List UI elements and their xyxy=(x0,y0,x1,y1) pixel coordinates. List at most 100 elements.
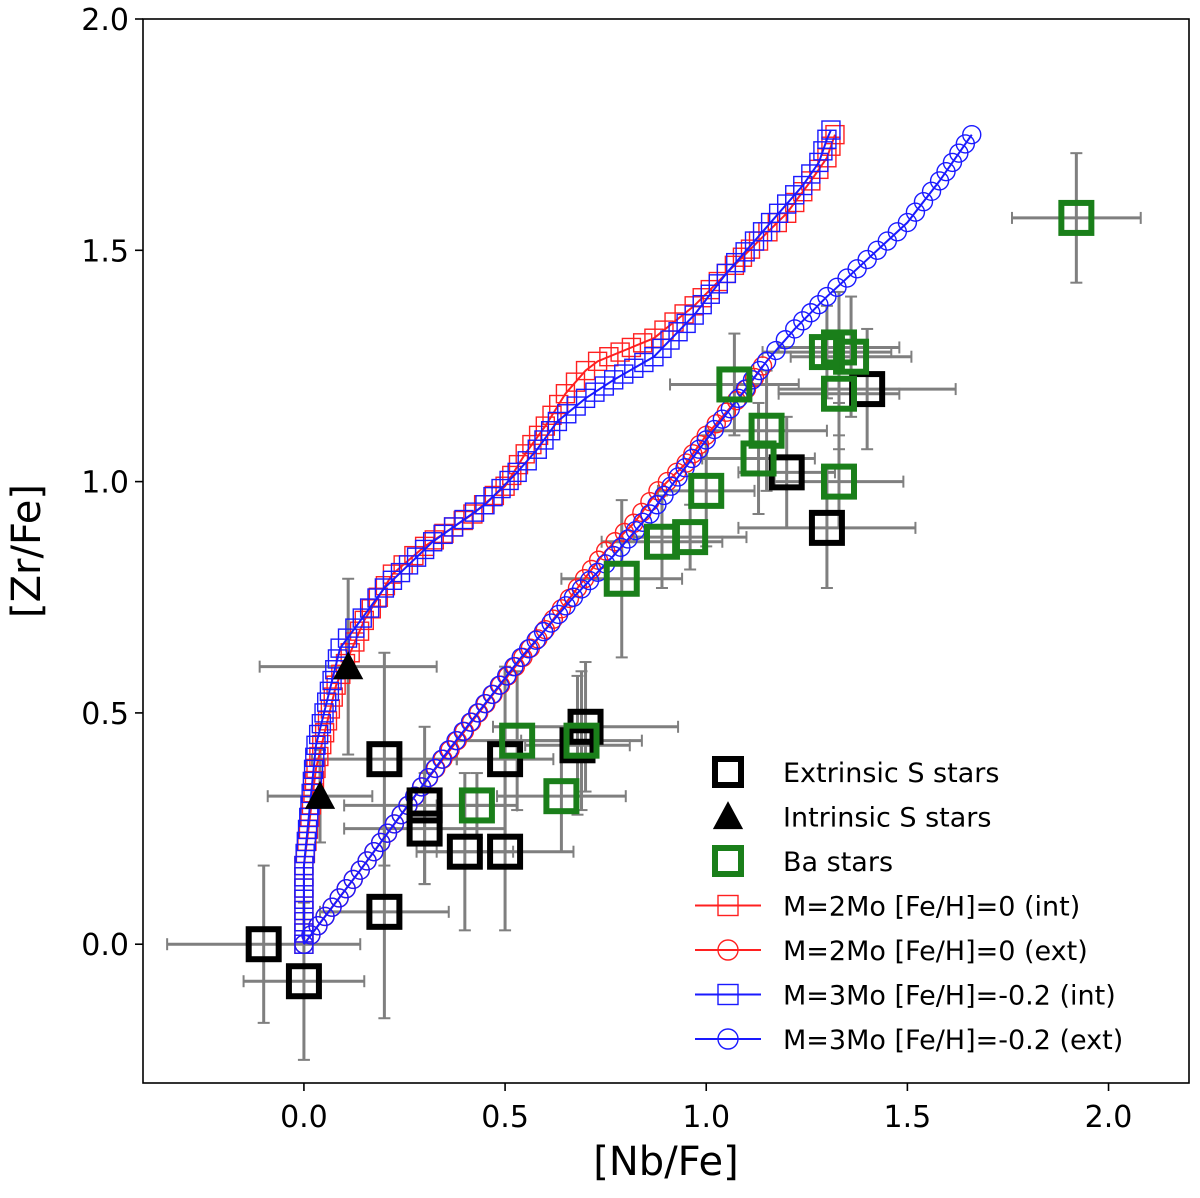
model-marker xyxy=(913,192,934,212)
extrinsic-s-star-marker xyxy=(406,787,443,824)
legend-marker xyxy=(712,845,744,877)
model-marker xyxy=(905,202,926,222)
model-marker xyxy=(555,384,576,404)
ba-star-marker xyxy=(748,412,785,449)
extrinsic-s-star-marker xyxy=(285,963,322,1000)
model-marker xyxy=(294,867,314,887)
extrinsic-s-star-marker xyxy=(366,893,403,930)
model-marker xyxy=(604,370,624,390)
legend-marker xyxy=(712,756,744,788)
intrinsic-s-star-marker xyxy=(333,651,364,680)
x-tick-label: 0.5 xyxy=(481,1100,529,1135)
model-marker xyxy=(684,305,704,325)
model-marker xyxy=(624,358,644,378)
model-marker xyxy=(443,517,464,537)
x-tick-label: 1.0 xyxy=(682,1100,730,1135)
model-marker xyxy=(962,124,982,145)
ba-star-marker xyxy=(1058,199,1095,236)
model-marker xyxy=(793,311,813,331)
model-marker xyxy=(801,303,821,323)
model-marker xyxy=(374,578,395,598)
model-marker xyxy=(398,555,419,575)
ba-star-marker xyxy=(716,366,753,403)
legend-marker xyxy=(717,1028,739,1050)
star-markers xyxy=(245,199,1095,1000)
extrinsic-s-star-marker xyxy=(406,810,443,847)
model-marker xyxy=(311,714,332,734)
model-marker xyxy=(610,342,630,362)
model-marker xyxy=(700,284,720,304)
model-marker xyxy=(306,735,326,755)
model-marker xyxy=(565,372,586,392)
model-marker xyxy=(825,124,845,145)
legend-label: Ba stars xyxy=(783,847,893,878)
extrinsic-s-star-marker xyxy=(446,833,483,870)
model-marker xyxy=(785,319,805,339)
model-marker xyxy=(809,294,829,315)
model-marker xyxy=(634,352,654,373)
ba-star-marker xyxy=(833,338,870,375)
model-marker xyxy=(306,758,326,779)
legend-label: Extrinsic S stars xyxy=(783,758,999,789)
model-marker xyxy=(491,478,511,499)
model-marker xyxy=(359,598,380,618)
model-marker xyxy=(330,638,350,658)
model-marker xyxy=(897,212,918,233)
legend: Extrinsic S stars Intrinsic S stars Ba sta… xyxy=(695,756,1123,1056)
x-tick-label: 1.5 xyxy=(884,1100,932,1135)
x-tick-label: 2.0 xyxy=(1085,1100,1133,1135)
model-marker xyxy=(314,703,334,723)
y-tick-label: 1.0 xyxy=(81,466,129,501)
legend-marker xyxy=(717,939,739,961)
model-marker xyxy=(317,692,337,712)
model-marker xyxy=(499,470,519,491)
model-marker xyxy=(367,588,387,608)
plot-frame xyxy=(142,18,1190,1084)
ba-star-marker xyxy=(688,472,725,509)
model-marker xyxy=(793,175,813,196)
model-marker xyxy=(543,609,564,629)
model-marker xyxy=(382,570,403,590)
model-marker xyxy=(294,900,314,921)
model-marker xyxy=(502,465,522,486)
model-marker xyxy=(302,771,323,792)
model-marker xyxy=(309,746,329,767)
model-marker xyxy=(414,539,435,560)
y-tick-label: 2.0 xyxy=(81,3,129,38)
model-marker xyxy=(294,912,314,932)
ba-star-marker xyxy=(672,519,709,556)
model-marker xyxy=(692,294,712,315)
model-marker xyxy=(704,419,724,440)
x-axis-title: [Nb/Fe] xyxy=(593,1139,738,1185)
model-marker xyxy=(632,333,653,353)
model-marker xyxy=(495,476,515,496)
extrinsic-s-star-marker xyxy=(366,741,403,778)
ba-star-marker xyxy=(820,375,857,412)
y-tick-label: 1.5 xyxy=(81,234,129,269)
model-marker xyxy=(322,670,342,691)
legend-label: Intrinsic S stars xyxy=(783,803,991,834)
x-tick-label: 0.0 xyxy=(280,1100,328,1135)
model-marker xyxy=(813,141,833,161)
ba-star-marker xyxy=(543,778,580,815)
ba-star-marker xyxy=(499,722,536,759)
model-marker xyxy=(821,120,841,140)
model-marker xyxy=(724,255,745,276)
legend-marker xyxy=(717,983,739,1006)
ba-star-marker xyxy=(603,560,640,597)
legend-label: M=2Mo [Fe/H]=0 (int) xyxy=(783,892,1080,923)
legend-marker xyxy=(717,894,739,917)
model-marker xyxy=(809,152,829,173)
model-marker xyxy=(305,747,325,768)
model-marker xyxy=(587,351,608,372)
intrinsic-s-star-marker xyxy=(304,780,336,809)
model-marker xyxy=(433,524,453,545)
model-marker xyxy=(752,356,773,376)
model-marker xyxy=(294,889,314,909)
extrinsic-s-star-marker xyxy=(559,727,596,764)
model-marker xyxy=(475,495,495,515)
model-marker xyxy=(696,430,716,450)
model-marker xyxy=(732,247,753,267)
model-marker xyxy=(345,618,365,638)
